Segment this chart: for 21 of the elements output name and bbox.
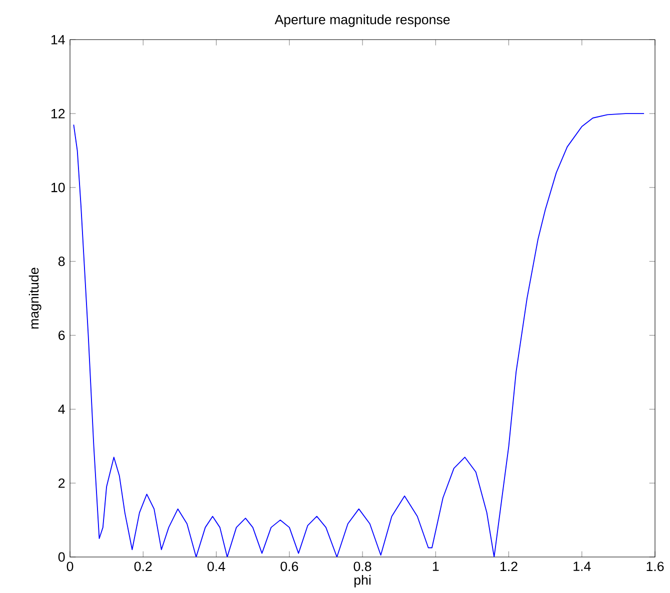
x-axis-title: phi xyxy=(354,574,371,588)
x-tick-label: 1.4 xyxy=(574,562,591,571)
x-tick-label: 1 xyxy=(432,562,439,571)
y-tick-label: 4 xyxy=(58,404,65,414)
x-tick-label: 0.2 xyxy=(134,562,152,572)
y-tick-label: 14 xyxy=(51,35,65,44)
y-tick-label: 10 xyxy=(51,182,65,192)
y-tick-label: 6 xyxy=(58,330,65,340)
x-tick-label: 0.6 xyxy=(280,562,298,572)
x-tick-label: 1.2 xyxy=(500,562,518,572)
chart-title: Aperture magnitude response xyxy=(274,14,450,27)
y-tick-label: 0 xyxy=(58,552,65,562)
y-tick-label: 8 xyxy=(58,256,65,266)
x-tick-label: 0.8 xyxy=(354,562,372,572)
line-series xyxy=(73,113,645,557)
x-tick-label: 1.6 xyxy=(646,562,664,572)
x-tick-label: 0 xyxy=(66,562,74,572)
y-tick-label: 12 xyxy=(51,108,65,118)
x-tick-label: 0.4 xyxy=(208,562,226,572)
y-tick-label: 2 xyxy=(58,478,65,488)
y-axis-title: magnitude xyxy=(28,268,42,329)
